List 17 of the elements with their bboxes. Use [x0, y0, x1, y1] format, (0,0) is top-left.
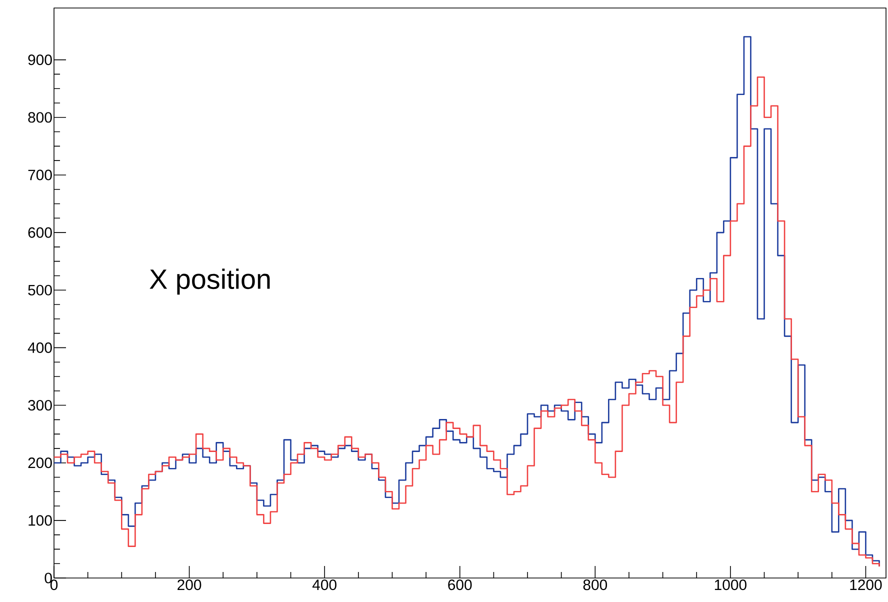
x-tick-label: 1200: [850, 580, 882, 590]
annotation: X position: [150, 268, 270, 295]
x-tick-label: 400: [312, 580, 336, 590]
y-tick-label: 100: [28, 515, 52, 526]
y-tick-label: 200: [28, 458, 52, 468]
y-tick-label: 800: [28, 112, 52, 123]
x-tick-label: 800: [583, 580, 608, 590]
y-tick-label: 0: [44, 572, 52, 584]
y-tick-label: 400: [28, 342, 52, 353]
x-tick-label: 1000: [714, 580, 746, 590]
y-tick-label: 500: [28, 284, 52, 296]
x-tick-label: 600: [448, 580, 472, 590]
y-tick-label: 600: [28, 227, 52, 238]
x-tick-label: 200: [178, 580, 202, 590]
y-tick-label: 700: [28, 170, 52, 180]
y-tick-label: 900: [28, 54, 52, 66]
y-tick-label: 300: [28, 400, 52, 411]
